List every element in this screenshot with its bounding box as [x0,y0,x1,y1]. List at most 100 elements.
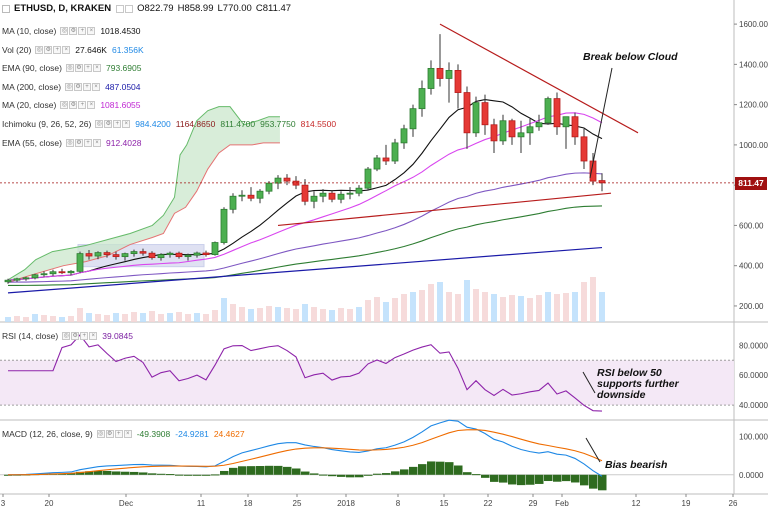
macd-histogram-bar [283,466,292,475]
rsi-controls[interactable]: ◎ ⚙ + × [62,332,98,340]
candle-body [454,70,462,93]
annotation-arrow [582,371,596,394]
macd-tick-label: 100.0000 [739,432,768,441]
macd-histogram-bar [454,465,463,475]
macd-histogram-bar [355,474,364,478]
volume-bar [410,292,416,322]
x-tick-label: 19 [682,499,691,508]
volume-bar [392,298,398,322]
price-tick-label: 400.00 [739,262,764,271]
volume-bar [104,315,110,322]
volume-bar [455,294,461,322]
volume-bar [527,298,533,322]
candle-body [535,122,543,128]
macd-histogram-bar [436,461,445,475]
price-tick-label: 1200.00 [739,101,768,110]
candle-body [409,108,417,130]
macd-histogram-bar [508,474,517,485]
indicator-row: Ichimoku (9, 26, 52, 26) ◎ ⚙ + × 984.4200 1164… [2,118,341,130]
candle-body [103,252,111,256]
candle-body [301,184,309,202]
volume-bar [545,292,551,322]
volume-bar [14,316,20,322]
candle-body [220,208,228,243]
candle-body [481,102,489,126]
volume-bar [176,312,182,322]
x-tick-label: 15 [440,499,449,508]
volume-bar [401,294,407,322]
volume-bar [203,314,209,322]
macd-histogram-bar [427,461,436,475]
indicator-controls[interactable]: ◎ ⚙ + × [35,45,71,54]
volume-bar [563,293,569,322]
x-tick-label: 22 [484,499,493,508]
macd-histogram-bar [121,471,130,475]
price-tick-label: 600.00 [739,221,764,230]
macd-histogram-bar [229,467,238,475]
candle-body [310,195,318,202]
indicator-controls[interactable]: ◎ ⚙ + × [60,27,96,35]
indicator-row: EMA (55, close) ◎ ⚙ + × 912.4028 [2,137,146,149]
macd-controls[interactable]: ◎ ⚙ + × [96,430,132,438]
macd-histogram-bar [544,474,553,482]
candle-body [139,251,147,254]
candle-body [436,67,444,79]
candle-body [58,271,66,274]
x-tick-label: 29 [529,499,538,508]
candle-body [490,124,498,142]
rsi-legend: RSI (14, close) ◎ ⚙ + × 39.0845 [2,330,138,342]
volume-bar [419,290,425,322]
macd-histogram-bar [130,471,139,475]
macd-histogram-bar [499,474,508,483]
macd-histogram-bar [373,473,382,475]
x-tick-label: 3 [1,499,6,508]
indicator-value: 984.4200 [135,119,171,129]
macd-histogram-bar [526,474,535,485]
volume-bar [320,309,326,322]
ichimoku-cloud [8,106,280,283]
candle-body [580,136,588,162]
macd-histogram-bar [247,466,256,475]
indicator-controls[interactable]: ◎ ⚙ + × [65,82,101,91]
indicator-controls[interactable]: ◎ ⚙ + × [66,138,101,147]
candle-body [31,274,39,279]
indicator-value: 61.356K [111,44,144,55]
volume-bar [590,277,596,322]
macd-histogram-bar [67,473,76,475]
volume-bar [509,295,515,322]
candle-body [49,271,57,275]
x-tick-label: 12 [632,499,641,508]
macd-legend: MACD (12, 26, close, 9) ◎ ⚙ + × -49.3908 -2… [2,428,250,440]
header-controls[interactable] [116,4,134,13]
volume-bar [212,310,218,322]
macd-value-2: -24.9281 [175,429,209,439]
candle-body [517,132,525,138]
collapse-icon[interactable] [2,4,10,13]
indicator-controls[interactable]: ◎ ⚙ + × [60,101,96,110]
ohlc-close: C811.47 [255,3,292,14]
volume-bar [149,311,155,322]
macd-histogram-bar [382,473,391,475]
price-tick-label: 1600.00 [739,20,768,29]
candle-body [166,252,174,256]
volume-bar [194,313,200,322]
candle-body [121,253,129,258]
volume-bar [95,314,101,322]
volume-bar [131,312,137,322]
indicator-controls[interactable]: ◎ ⚙ + × [95,120,131,128]
volume-bar [284,308,290,322]
indicator-value: 793.6905 [106,63,142,74]
indicator-controls[interactable]: ◎ ⚙ + × [66,64,101,73]
macd-line [7,419,603,477]
ohlc-open: O822.79 [137,3,174,14]
candle-body [382,157,390,162]
macd-histogram-bar [238,466,247,475]
candle-body [283,177,291,182]
annotation-rsi-line-2: supports further [597,378,679,390]
macd-histogram-bar [94,470,103,475]
macd-histogram-bar [490,474,499,482]
candle-body [346,192,354,195]
volume-bar [5,317,11,322]
macd-histogram-bar [337,474,346,477]
